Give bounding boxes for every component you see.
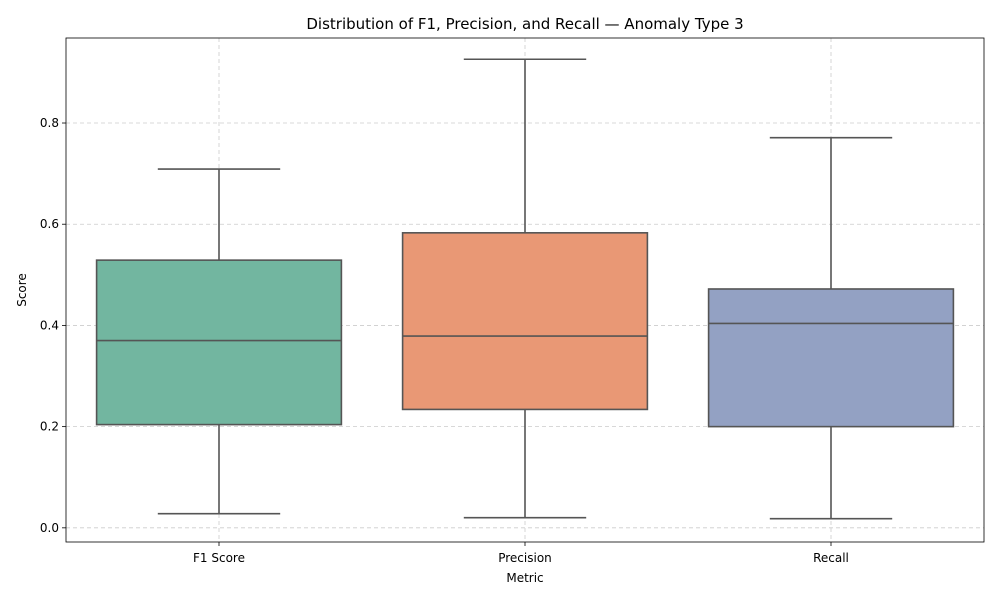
y-tick-label: 0.4 [40, 318, 59, 332]
box-group [401, 58, 649, 519]
x-axis-label: Metric [506, 571, 543, 585]
x-tick-label: F1 Score [193, 551, 245, 565]
iqr-box [707, 288, 955, 428]
y-tick-label: 0.0 [40, 521, 59, 535]
box-layer [95, 58, 955, 520]
iqr-box [95, 259, 343, 426]
y-axis-label: Score [15, 273, 29, 307]
tick-layer: 0.0 0.2 0.4 0.6 0.8 F1 Score Precision Recall [40, 116, 849, 565]
y-tick-label: 0.6 [40, 217, 59, 231]
y-tick-label: 0.8 [40, 116, 59, 130]
x-tick-label: Recall [813, 551, 849, 565]
iqr-box [401, 232, 649, 411]
y-tick-label: 0.2 [40, 420, 59, 434]
box-group [707, 136, 955, 520]
box-group [95, 168, 343, 515]
x-tick-label: Precision [498, 551, 552, 565]
chart-title: Distribution of F1, Precision, and Recal… [306, 15, 743, 33]
